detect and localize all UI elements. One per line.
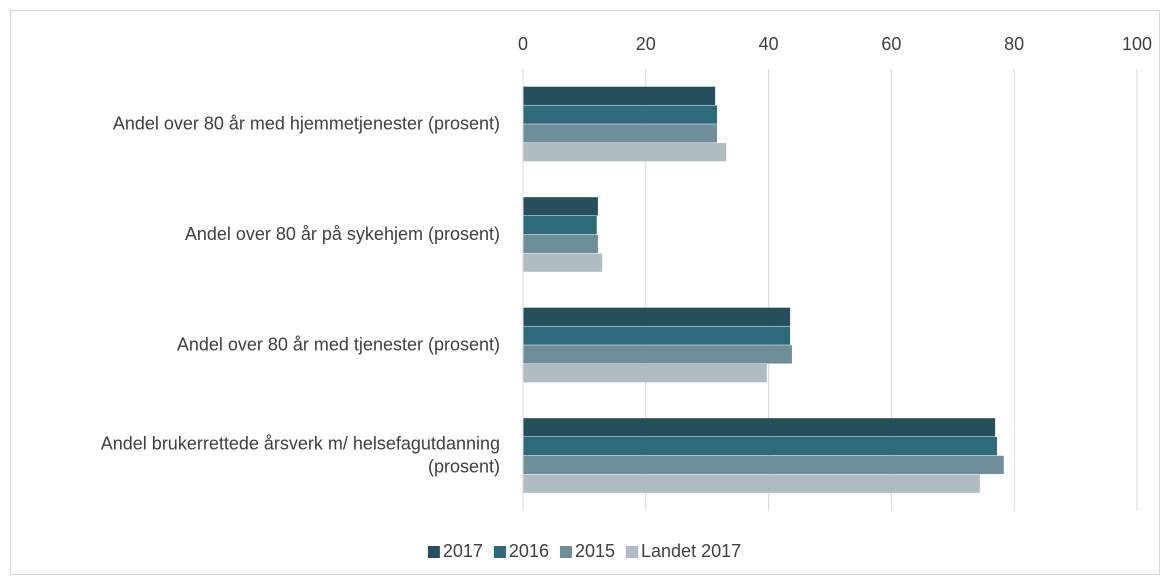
legend-swatch	[493, 546, 506, 558]
bar	[523, 143, 727, 162]
legend-swatch	[427, 546, 440, 558]
bar	[523, 234, 598, 254]
y-tick-label: Andel over 80 år på sykehjem (prosent)	[185, 224, 500, 244]
legend-swatch	[626, 546, 639, 558]
x-tick-label: 0	[518, 34, 528, 54]
x-tick-label: 80	[1004, 34, 1024, 54]
x-tick-label: 100	[1122, 34, 1152, 54]
bar	[523, 345, 792, 364]
bar	[523, 474, 980, 493]
bar	[523, 105, 718, 124]
y-tick-label: Andel over 80 år med hjemmetjenester (pr…	[113, 113, 500, 133]
bar	[523, 124, 718, 143]
bar	[523, 197, 598, 216]
bar	[523, 364, 767, 383]
legend-label: 2017	[443, 541, 483, 561]
bar	[523, 436, 998, 456]
bar	[523, 215, 597, 235]
bar	[523, 253, 603, 272]
bar	[523, 455, 1004, 475]
bar	[523, 418, 996, 437]
y-tick-label: Andel over 80 år med tjenester (prosent)	[177, 334, 500, 354]
y-tick-label: Andel brukerrettede årsverk m/ helsefagu…	[101, 433, 500, 476]
bar	[523, 326, 791, 345]
x-tick-label: 20	[636, 34, 656, 54]
bar	[523, 307, 791, 326]
legend-label: 2016	[509, 541, 549, 561]
x-tick-label: 60	[881, 34, 901, 54]
legend-label: Landet 2017	[641, 541, 741, 561]
legend-swatch	[559, 546, 572, 558]
legend-label: 2015	[575, 541, 615, 561]
x-tick-label: 40	[759, 34, 779, 54]
bar	[523, 86, 716, 105]
